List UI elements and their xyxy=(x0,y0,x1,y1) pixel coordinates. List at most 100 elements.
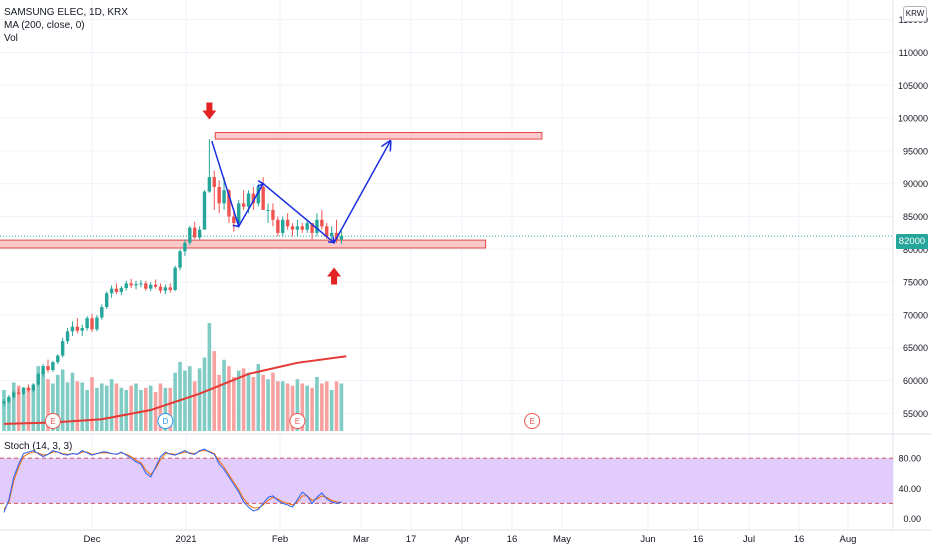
volume-bar xyxy=(7,398,11,431)
price-tick-label: 70000 xyxy=(903,310,928,320)
candle-body xyxy=(261,186,265,210)
candle-body xyxy=(168,287,172,290)
volume-bar xyxy=(90,377,94,431)
volume-bar xyxy=(246,372,251,431)
candle-body xyxy=(290,226,295,230)
volume-bar xyxy=(188,366,192,431)
volume-bar xyxy=(21,393,26,431)
candle-body xyxy=(65,331,70,342)
candle-body xyxy=(300,226,304,230)
time-tick-label: 16 xyxy=(794,534,805,545)
price-tick-label: 55000 xyxy=(903,409,928,419)
earnings-event-icon: E xyxy=(289,413,306,429)
earnings-event-icon: E xyxy=(524,413,541,429)
event-label: E xyxy=(295,417,300,426)
candle-body xyxy=(36,373,40,385)
candle-body xyxy=(281,219,285,233)
chart-legend: SAMSUNG ELEC, 1D, KRX MA (200, close, 0)… xyxy=(4,6,128,45)
volume-bar xyxy=(31,387,36,431)
volume-bar xyxy=(261,374,265,431)
volume-bar xyxy=(310,387,314,431)
candle-body xyxy=(12,392,16,397)
volume-bar xyxy=(168,387,173,431)
candle-body xyxy=(285,219,290,227)
legend-ma[interactable]: MA (200, close, 0) xyxy=(4,20,85,31)
volume-bar xyxy=(320,383,324,431)
time-tick-label: 17 xyxy=(406,534,417,545)
resistance-zone xyxy=(0,239,487,249)
time-tick-label: Aug xyxy=(840,534,857,545)
volume-bar xyxy=(339,383,344,431)
volume-bar xyxy=(134,383,138,431)
time-tick-label: Dec xyxy=(84,534,101,545)
volume-bar xyxy=(197,368,202,431)
pattern-turn-arrow xyxy=(256,180,265,188)
price-tick-label: 110000 xyxy=(899,48,928,58)
volume-bar xyxy=(11,382,16,431)
candle-body xyxy=(310,223,314,233)
volume-bar xyxy=(124,389,129,431)
legend-vol[interactable]: Vol xyxy=(4,33,18,44)
volume-bar xyxy=(46,379,50,431)
volume-bar xyxy=(324,381,329,431)
volume-bar xyxy=(202,357,207,431)
legend-symbol[interactable]: SAMSUNG ELEC, 1D, KRX xyxy=(4,7,128,18)
candle-body xyxy=(207,177,212,192)
volume-bar xyxy=(271,372,275,431)
resistance-zone xyxy=(214,132,543,140)
candle-body xyxy=(75,326,80,331)
candle-body xyxy=(70,326,75,332)
candle-body xyxy=(100,307,104,318)
volume-bar xyxy=(217,374,221,431)
candle-body xyxy=(139,283,143,285)
volume-bar xyxy=(104,385,109,431)
candle-body xyxy=(276,219,280,233)
candle-body xyxy=(178,251,182,268)
price-tick-label: 80000 xyxy=(903,245,928,255)
candle-body xyxy=(334,232,339,240)
candle-body xyxy=(217,186,221,204)
candle-body xyxy=(212,177,216,187)
candle-body xyxy=(134,284,138,286)
stoch-legend[interactable]: Stoch (14, 3, 3) xyxy=(4,441,73,452)
volume-bar xyxy=(236,370,241,431)
arrow-down-icon xyxy=(202,102,217,120)
candle-body xyxy=(124,283,128,289)
volume-bar xyxy=(85,389,89,431)
current-price-label: 82000 xyxy=(896,234,928,249)
volume-bar xyxy=(315,377,319,431)
candle-body xyxy=(266,209,270,211)
stoch-tick-label: 80.00 xyxy=(898,454,921,464)
volume-bar xyxy=(139,389,143,431)
volume-bar xyxy=(51,383,55,431)
candle-body xyxy=(46,366,50,371)
volume-bar xyxy=(60,369,65,431)
time-tick-label: Feb xyxy=(272,534,288,545)
volume-bar xyxy=(55,374,60,431)
event-label: E xyxy=(50,417,55,426)
candle-body xyxy=(41,366,45,374)
candle-body xyxy=(90,318,94,330)
volume-bar xyxy=(276,381,280,431)
volume-bar xyxy=(100,383,104,431)
candle-body xyxy=(251,193,256,204)
volume-bar xyxy=(109,379,114,431)
time-tick-label: 2021 xyxy=(175,534,196,545)
candle-body xyxy=(144,283,148,289)
volume-bars xyxy=(2,323,344,431)
candle-body xyxy=(320,219,324,227)
currency-badge[interactable]: KRW xyxy=(903,6,927,22)
volume-bar xyxy=(26,387,31,431)
candle-body xyxy=(95,317,99,330)
volume-bar xyxy=(178,361,182,431)
candle-body xyxy=(21,387,26,394)
volume-bar xyxy=(36,366,41,431)
candle-body xyxy=(305,223,309,230)
event-label: D xyxy=(162,417,168,426)
volume-bar xyxy=(207,323,212,431)
candle-body xyxy=(325,226,329,237)
candle-body xyxy=(188,227,192,243)
candle-body xyxy=(51,362,55,371)
volume-bar xyxy=(129,385,133,431)
